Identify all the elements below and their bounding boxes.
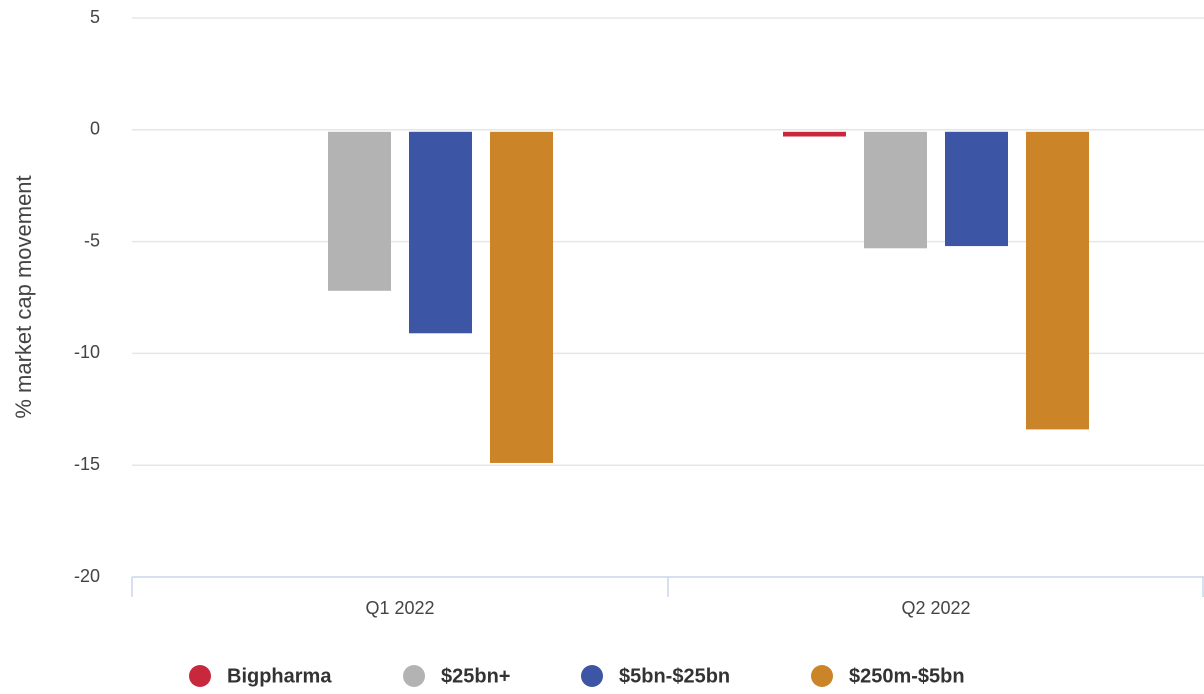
legend-marker bbox=[811, 665, 833, 687]
bar bbox=[783, 131, 846, 137]
bar bbox=[409, 131, 472, 334]
x-tick-label: Q1 2022 bbox=[365, 598, 434, 618]
y-tick-label: -10 bbox=[74, 342, 100, 362]
bar bbox=[945, 131, 1008, 247]
y-tick-label: 0 bbox=[90, 119, 100, 139]
y-tick-label: -5 bbox=[84, 230, 100, 250]
legend-label: Bigpharma bbox=[227, 665, 332, 687]
bar bbox=[1026, 131, 1089, 430]
y-axis-label: % market cap movement bbox=[11, 175, 36, 418]
legend-marker bbox=[189, 665, 211, 687]
bar bbox=[490, 131, 553, 463]
x-tick-label: Q2 2022 bbox=[901, 598, 970, 618]
legend-marker bbox=[403, 665, 425, 687]
legend-label: $250m-$5bn bbox=[849, 665, 965, 687]
y-tick-label: -20 bbox=[74, 566, 100, 586]
legend-label: $5bn-$25bn bbox=[619, 665, 730, 687]
legend-label: $25bn+ bbox=[441, 665, 510, 687]
legend-marker bbox=[581, 665, 603, 687]
y-tick-label: 5 bbox=[90, 7, 100, 27]
bar bbox=[328, 131, 391, 291]
bar bbox=[864, 131, 927, 249]
y-tick-label: -15 bbox=[74, 454, 100, 474]
